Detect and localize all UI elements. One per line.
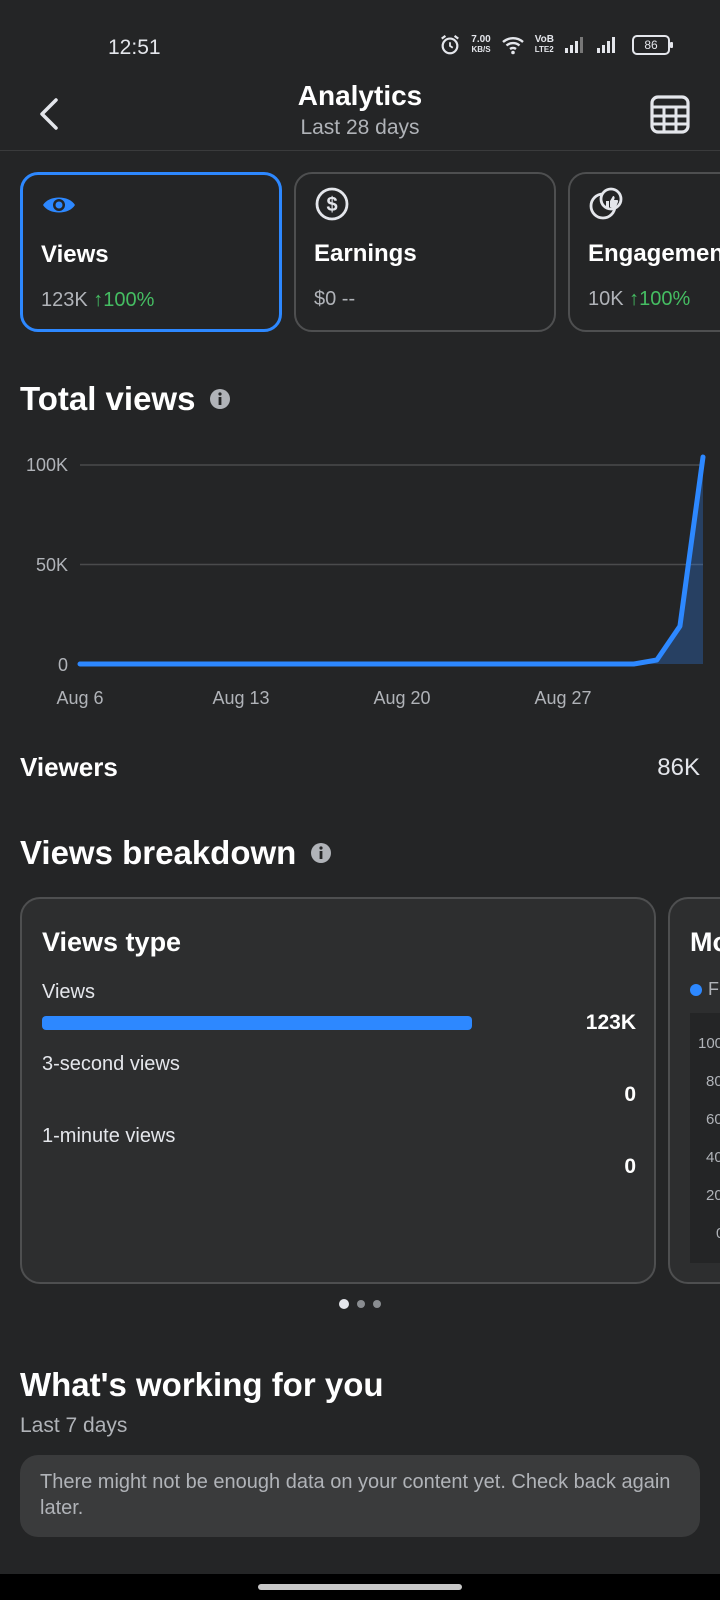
- y-tick-label: 80: [706, 1073, 720, 1090]
- info-icon[interactable]: [310, 842, 332, 864]
- metric-label: Earnings: [314, 240, 417, 267]
- card-title: Mo: [690, 927, 720, 957]
- metric-card-engagement[interactable]: Engagement 10K ↑100%: [568, 172, 720, 332]
- series-line: [77, 454, 706, 667]
- total-views-chart: 100K 50K 0 Aug 6 Aug 13 Aug 20 Aug 27: [0, 448, 720, 718]
- status-time: 12:51: [108, 36, 161, 59]
- legend-dot: [690, 983, 702, 996]
- info-icon[interactable]: [209, 388, 231, 410]
- y-tick-label: 0: [57, 655, 68, 675]
- status-bar: 12:51 7.00 KB/S VoB LTE2 86: [0, 0, 720, 80]
- net-speed: 7.00 KB/S: [471, 34, 491, 55]
- metric-cards-carousel[interactable]: Views 123K ↑100% $ Earnings $0 -- Engage…: [20, 172, 720, 336]
- row-value: 0: [624, 1155, 636, 1178]
- views-bar-fill: [42, 1016, 472, 1030]
- pager-dot[interactable]: [373, 1300, 381, 1308]
- series-area: [80, 457, 703, 664]
- status-icons: 7.00 KB/S VoB LTE2 86: [439, 34, 673, 56]
- wifi-icon: [501, 37, 524, 55]
- metric-change: ↑100%: [93, 289, 155, 311]
- views-bar: [42, 1016, 472, 1030]
- chart-plot: [77, 454, 706, 667]
- y-tick-label: 40: [706, 1149, 720, 1166]
- y-tick-label: 100: [698, 1035, 720, 1052]
- views-breakdown-title: Views breakdown: [20, 834, 332, 872]
- page-title: Analytics: [297, 80, 423, 111]
- working-title: What's working for you: [20, 1366, 384, 1403]
- dollar-icon: $: [315, 187, 349, 221]
- app-bar: Analytics Last 28 days: [0, 80, 720, 151]
- row-label: 1-minute views: [42, 1125, 176, 1147]
- svg-text:$: $: [326, 194, 337, 216]
- next-breakdown-card[interactable]: Mo F 100 80 60 40 20 0: [668, 897, 720, 1284]
- row-value: 123K: [585, 1011, 636, 1034]
- y-tick-label: 100K: [25, 455, 68, 475]
- metric-label: Views: [41, 241, 109, 268]
- metric-change: ↑100%: [629, 288, 691, 310]
- pager-dot[interactable]: [339, 1299, 349, 1309]
- legend: F: [690, 979, 719, 1000]
- carousel-pager: [0, 1299, 720, 1309]
- metric-card-earnings[interactable]: $ Earnings $0 --: [294, 172, 556, 332]
- back-arrow-icon[interactable]: [30, 94, 70, 134]
- viewers-label: Viewers: [20, 752, 118, 782]
- thumbs-up-icon: [589, 187, 623, 220]
- system-nav-bar: [0, 1574, 720, 1600]
- metric-value: $0 --: [314, 288, 356, 310]
- battery-icon: 86: [632, 35, 673, 55]
- signal-icon-1: [565, 37, 583, 53]
- page-subtitle: Last 28 days: [300, 116, 420, 139]
- metric-card-views[interactable]: Views 123K ↑100%: [20, 172, 282, 332]
- total-views-title: Total views: [20, 380, 231, 418]
- row-label: 3-second views: [42, 1053, 180, 1075]
- row-label: Views: [42, 981, 95, 1003]
- alarm-icon: [441, 34, 460, 55]
- y-tick-label: 0: [716, 1225, 720, 1242]
- eye-icon: [43, 197, 75, 213]
- y-tick-label: 20: [706, 1187, 720, 1204]
- card-title: Views type: [42, 927, 182, 957]
- row-value: 0: [624, 1083, 636, 1106]
- x-tick-label: Aug 20: [373, 688, 431, 708]
- mini-chart: 100 80 60 40 20 0: [690, 1013, 720, 1263]
- viewers-value: 86K: [657, 754, 700, 781]
- x-tick-label: Aug 13: [212, 688, 270, 708]
- metric-label: Engagement: [588, 240, 720, 267]
- home-indicator[interactable]: [258, 1584, 462, 1590]
- x-tick-label: Aug 6: [56, 688, 104, 708]
- x-tick-label: Aug 27: [534, 688, 592, 708]
- metric-value: 10K ↑100%: [588, 288, 691, 310]
- metric-value: 123K ↑100%: [41, 289, 155, 311]
- signal-icon-2: [597, 37, 615, 53]
- y-tick-label: 50K: [35, 555, 68, 575]
- y-tick-label: 60: [706, 1111, 720, 1128]
- views-type-card[interactable]: Views type Views 123K 3-second views 0 1…: [20, 897, 656, 1284]
- calendar-icon[interactable]: [648, 92, 692, 136]
- volte-indicator: VoB LTE2: [534, 34, 554, 55]
- working-subtitle: Last 7 days: [20, 1414, 128, 1437]
- empty-data-notice: There might not be enough data on your c…: [20, 1455, 700, 1537]
- pager-dot[interactable]: [357, 1300, 365, 1308]
